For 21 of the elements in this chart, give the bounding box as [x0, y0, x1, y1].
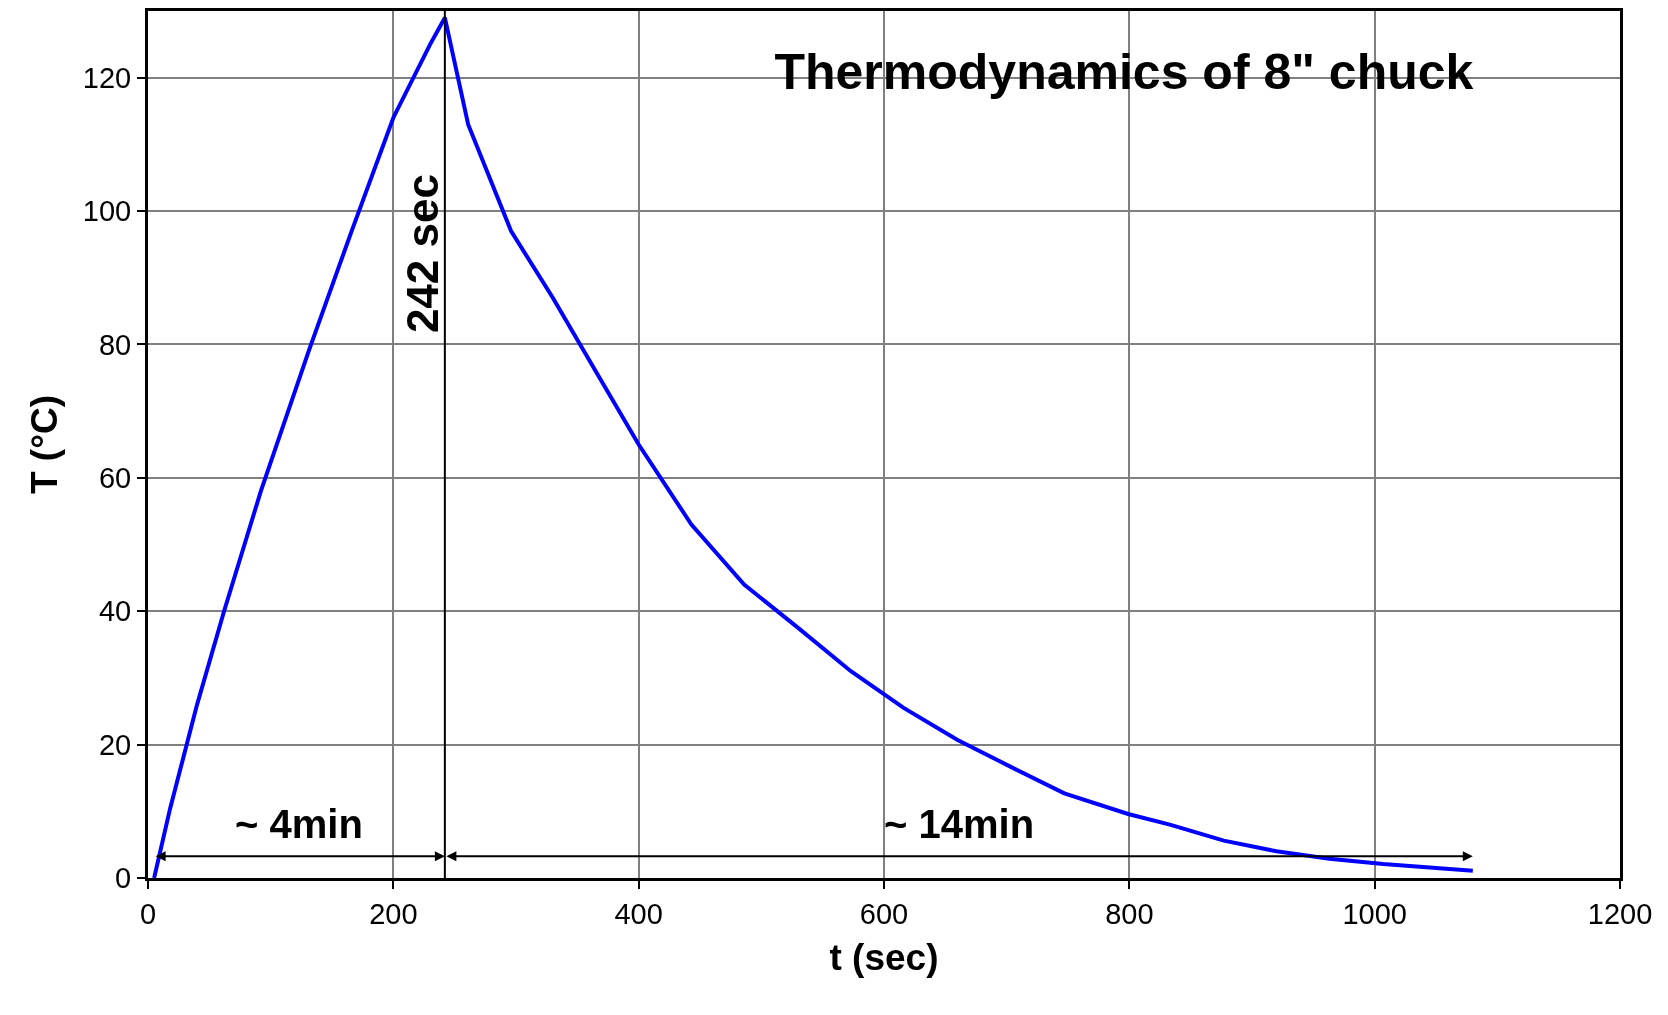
line-series: [152, 15, 1475, 878]
text: Thermodynamics of 8" chuck: [774, 44, 1474, 101]
y-axis-title: T (°C): [24, 394, 66, 495]
annotation: ~ 4min: [235, 802, 363, 846]
x-tick-label: 1000: [1342, 897, 1407, 930]
annotation: ~ 14min: [884, 802, 1035, 846]
y-tick-label: 60: [98, 462, 132, 494]
y-tick-label: 0: [115, 862, 132, 895]
y-tick-label: 80: [98, 328, 132, 361]
y-tick-label: 120: [82, 61, 132, 94]
x-tick-label: 1200: [1587, 897, 1653, 930]
y-tick-label: 100: [82, 195, 132, 228]
x-tick-label: 200: [369, 897, 418, 930]
x-tick-label: 0: [139, 897, 157, 930]
y-tick-label: 20: [98, 728, 132, 761]
x-tick-label: 800: [1105, 897, 1154, 930]
y-tick-label: 40: [98, 595, 132, 628]
ref-line-label: 242 sec: [397, 174, 447, 334]
x-axis-title: t (sec): [829, 937, 939, 979]
x-tick-label: 400: [614, 897, 663, 930]
x-tick-label: 600: [859, 897, 909, 930]
